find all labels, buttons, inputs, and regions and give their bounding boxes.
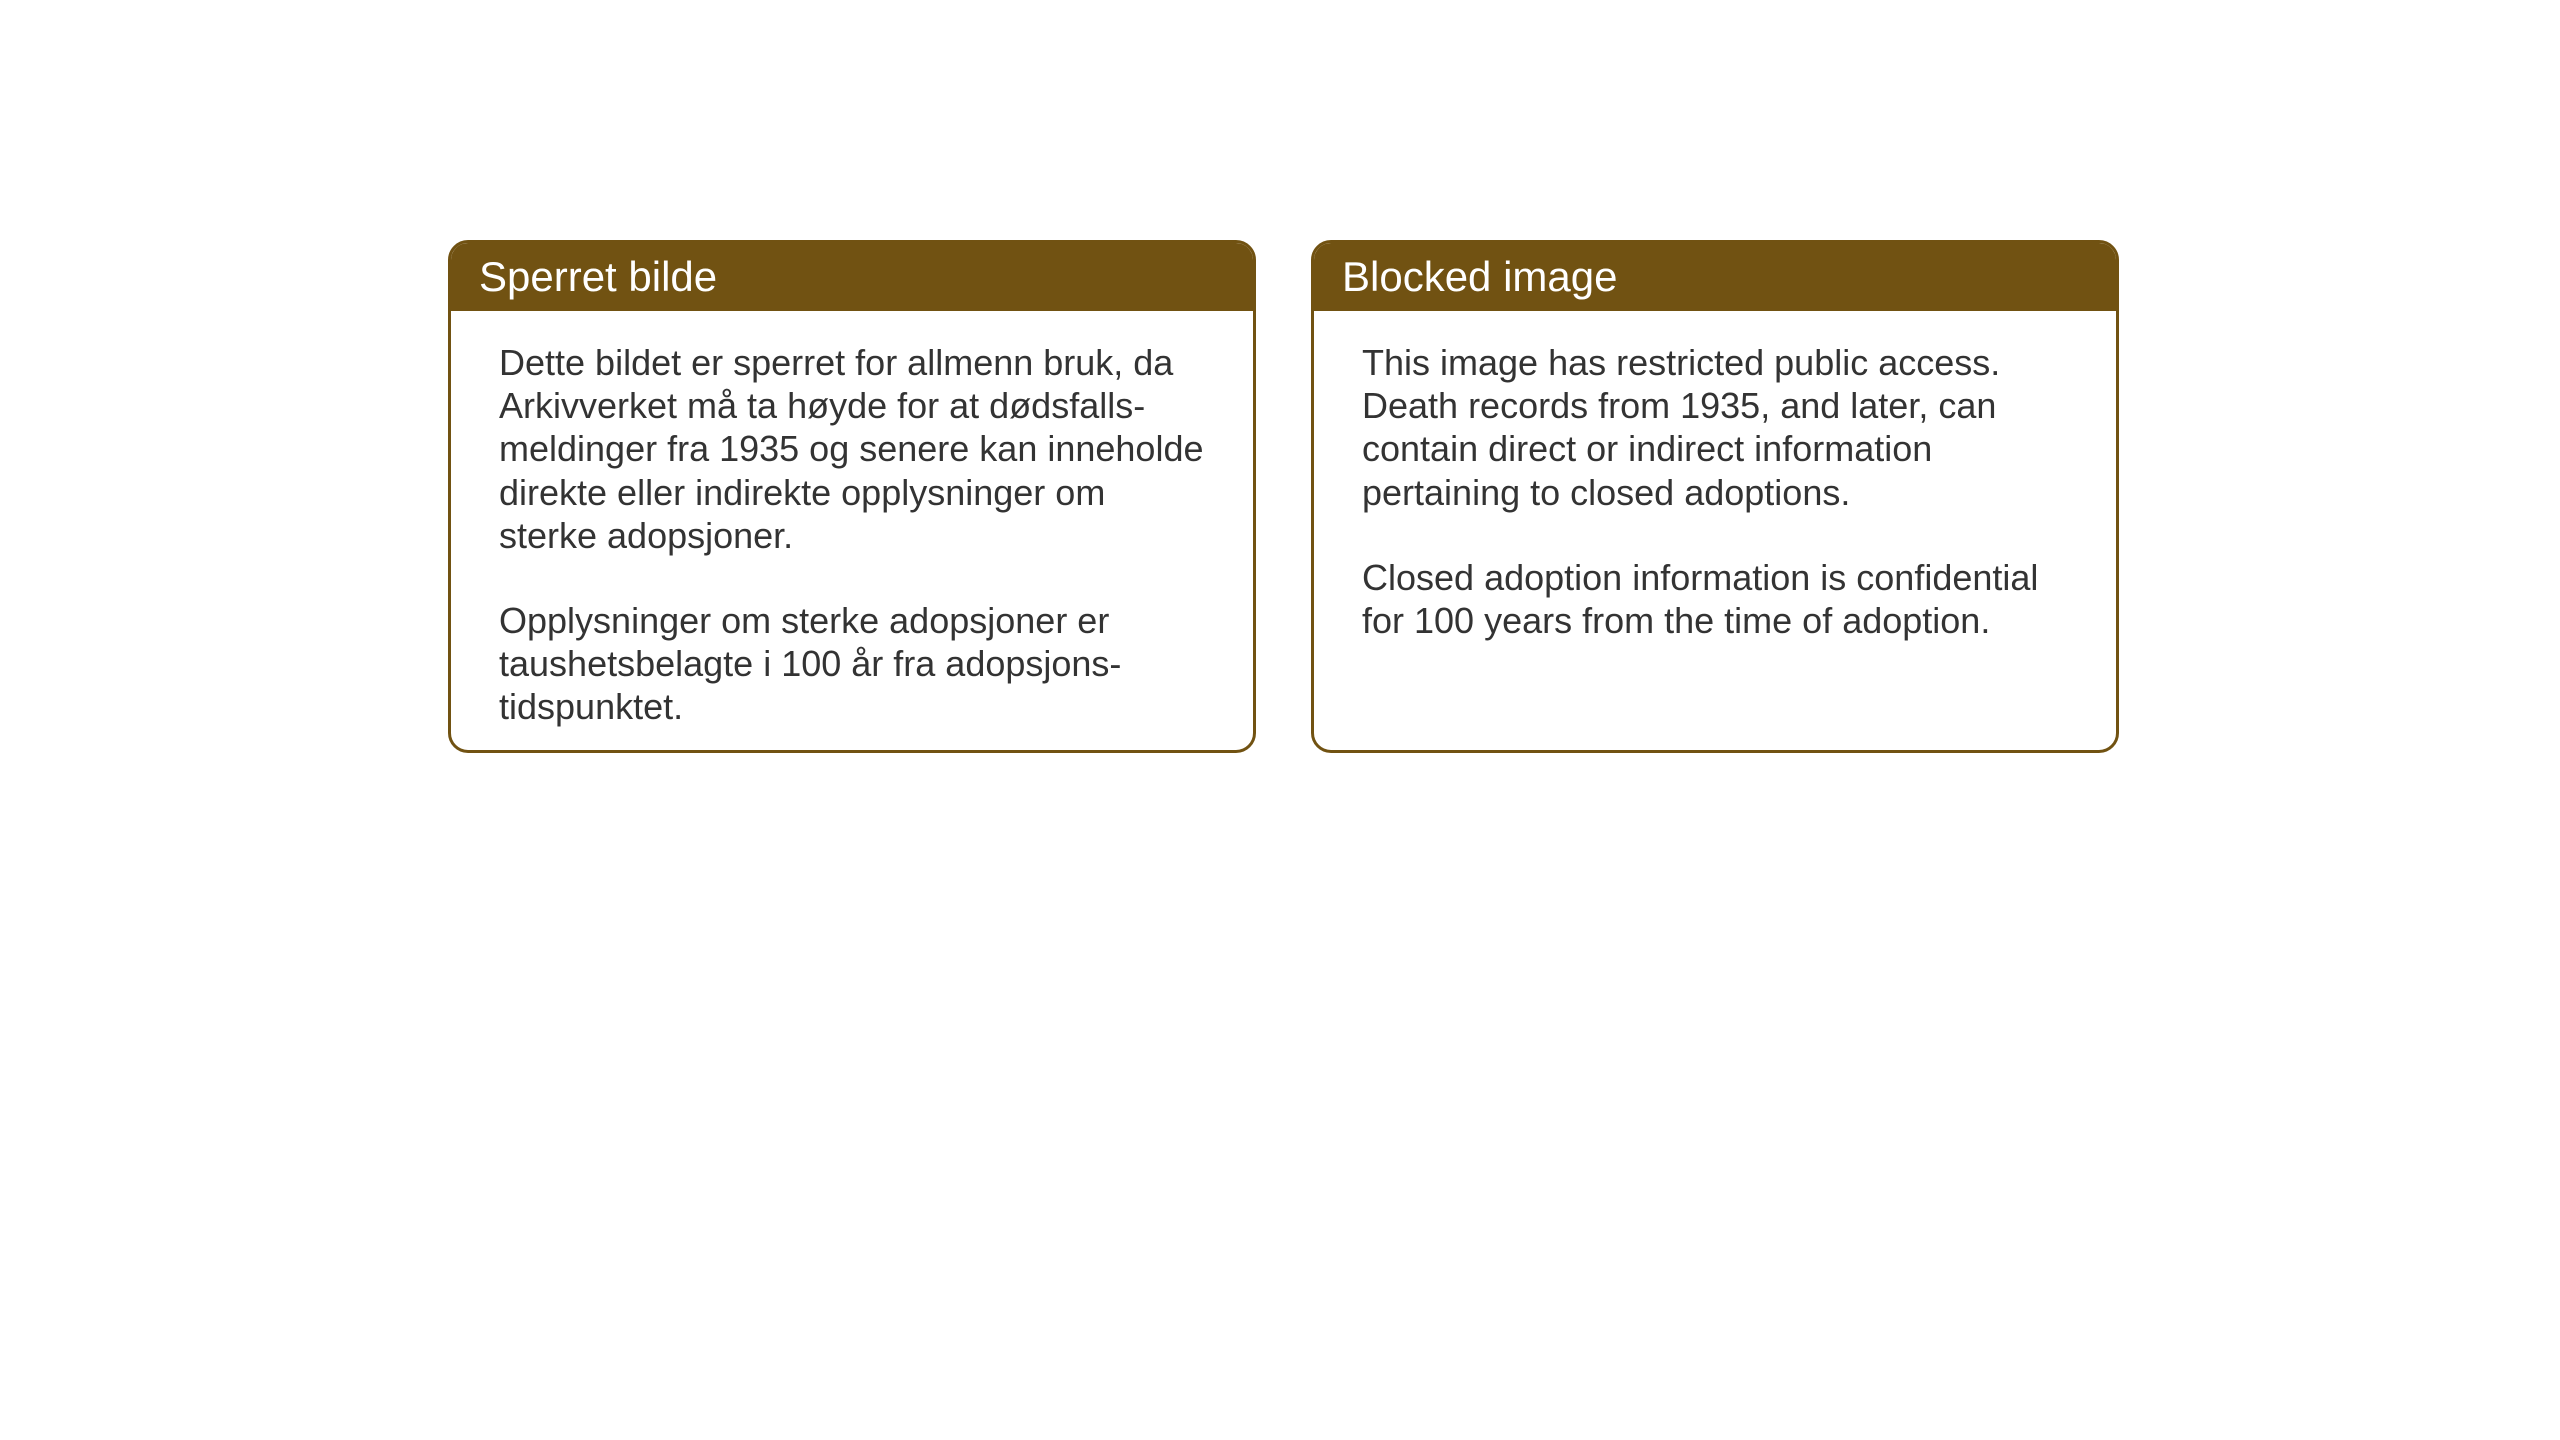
norwegian-card-title: Sperret bilde xyxy=(451,243,1253,311)
english-paragraph-2: Closed adoption information is confident… xyxy=(1362,556,2068,642)
notice-cards-container: Sperret bilde Dette bildet er sperret fo… xyxy=(448,240,2119,753)
english-paragraph-1: This image has restricted public access.… xyxy=(1362,341,2068,514)
english-card-body: This image has restricted public access.… xyxy=(1314,311,2116,672)
norwegian-paragraph-1: Dette bildet er sperret for allmenn bruk… xyxy=(499,341,1205,557)
english-card-title: Blocked image xyxy=(1314,243,2116,311)
norwegian-paragraph-2: Opplysninger om sterke adopsjoner er tau… xyxy=(499,599,1205,729)
english-notice-card: Blocked image This image has restricted … xyxy=(1311,240,2119,753)
norwegian-notice-card: Sperret bilde Dette bildet er sperret fo… xyxy=(448,240,1256,753)
norwegian-card-body: Dette bildet er sperret for allmenn bruk… xyxy=(451,311,1253,753)
